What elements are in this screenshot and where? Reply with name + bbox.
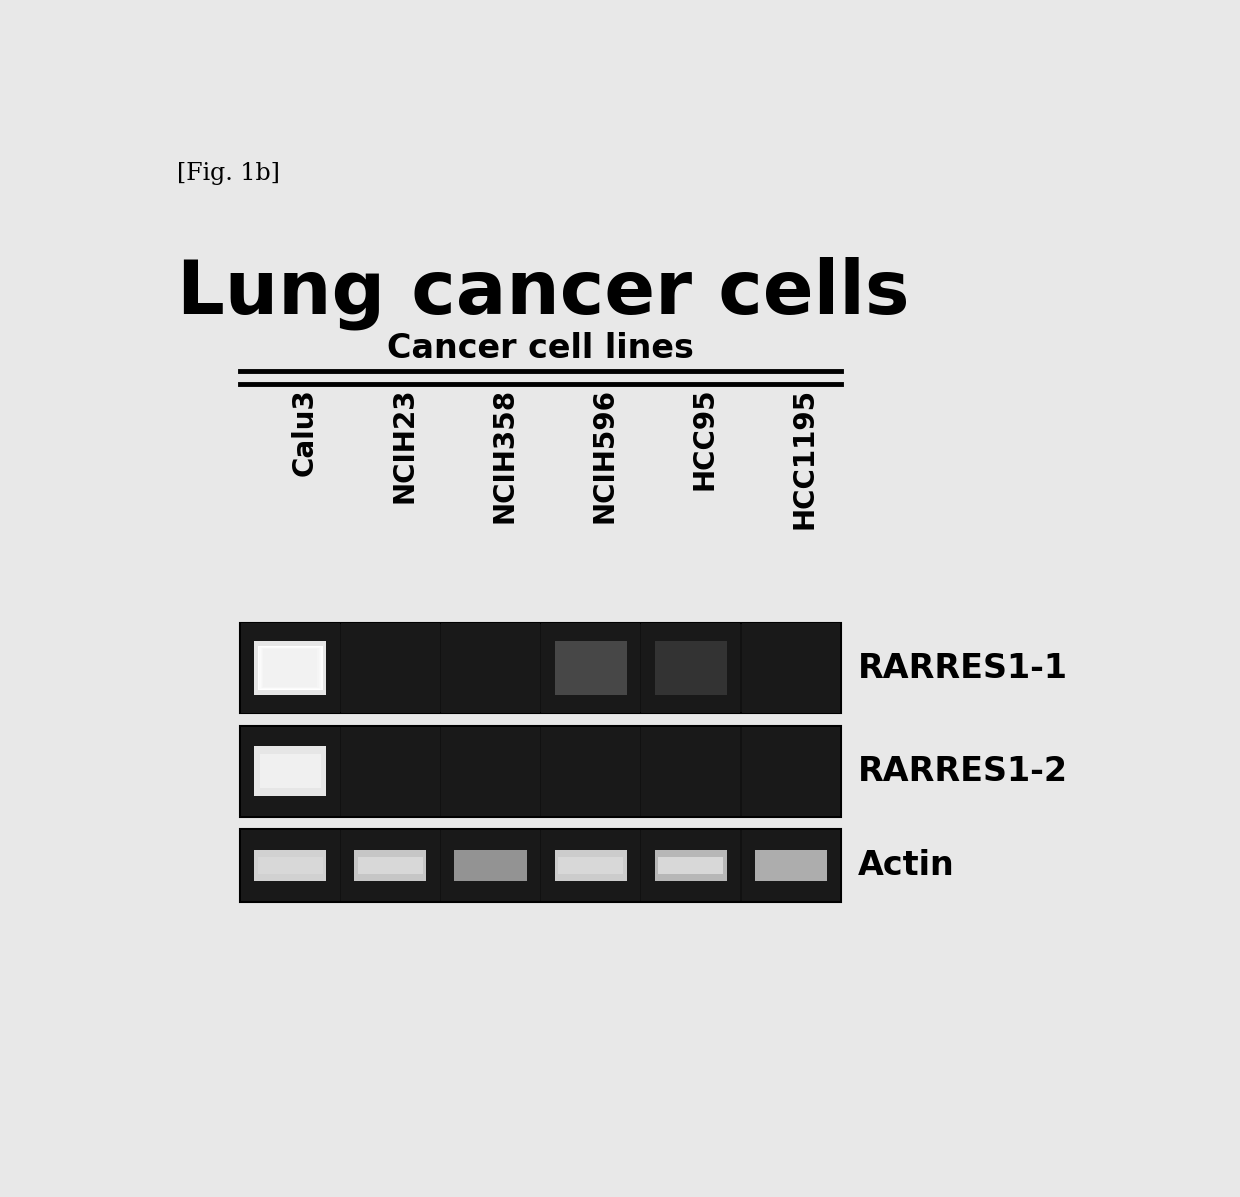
Bar xyxy=(341,624,440,712)
Bar xyxy=(241,624,340,712)
Text: RARRES1-1: RARRES1-1 xyxy=(858,651,1068,685)
Bar xyxy=(441,830,539,901)
Bar xyxy=(755,850,827,881)
Bar xyxy=(241,725,841,816)
Bar xyxy=(260,648,320,688)
Bar xyxy=(641,727,740,816)
Bar xyxy=(742,624,839,712)
Bar xyxy=(655,640,727,695)
Bar xyxy=(742,830,839,901)
Bar xyxy=(341,727,440,816)
Bar xyxy=(241,727,340,816)
Text: HCC1195: HCC1195 xyxy=(791,388,818,529)
Bar xyxy=(554,640,626,695)
Bar xyxy=(258,857,322,874)
Bar xyxy=(641,830,740,901)
Text: Actin: Actin xyxy=(858,849,955,882)
Bar xyxy=(254,850,326,881)
Bar xyxy=(441,624,539,712)
Text: Lung cancer cells: Lung cancer cells xyxy=(176,257,909,330)
Bar xyxy=(658,857,723,874)
Bar xyxy=(241,830,340,901)
Bar xyxy=(241,622,841,713)
Bar xyxy=(341,830,440,901)
Bar xyxy=(355,850,427,881)
Bar xyxy=(262,649,319,688)
Bar xyxy=(542,830,640,901)
Text: RARRES1-2: RARRES1-2 xyxy=(858,754,1068,788)
Bar xyxy=(558,857,622,874)
Text: [Fig. 1b]: [Fig. 1b] xyxy=(176,162,279,186)
Bar xyxy=(455,850,527,881)
Text: NCIH358: NCIH358 xyxy=(491,388,518,523)
Text: Calu3: Calu3 xyxy=(290,388,319,475)
Bar xyxy=(254,746,326,796)
Bar xyxy=(358,857,423,874)
Bar xyxy=(259,646,321,689)
Bar xyxy=(554,850,626,881)
Text: Cancer cell lines: Cancer cell lines xyxy=(387,332,694,365)
Bar xyxy=(655,850,727,881)
Bar xyxy=(542,624,640,712)
Bar xyxy=(254,640,326,695)
Text: HCC95: HCC95 xyxy=(691,388,719,491)
Bar xyxy=(259,766,321,789)
Bar xyxy=(641,624,740,712)
Bar xyxy=(258,646,322,689)
Bar xyxy=(542,727,640,816)
Bar xyxy=(742,727,839,816)
Bar xyxy=(241,830,841,903)
Bar xyxy=(259,754,321,777)
Bar xyxy=(263,649,317,687)
Text: NCIH596: NCIH596 xyxy=(590,388,619,523)
Text: NCIH23: NCIH23 xyxy=(391,388,418,504)
Bar xyxy=(441,727,539,816)
